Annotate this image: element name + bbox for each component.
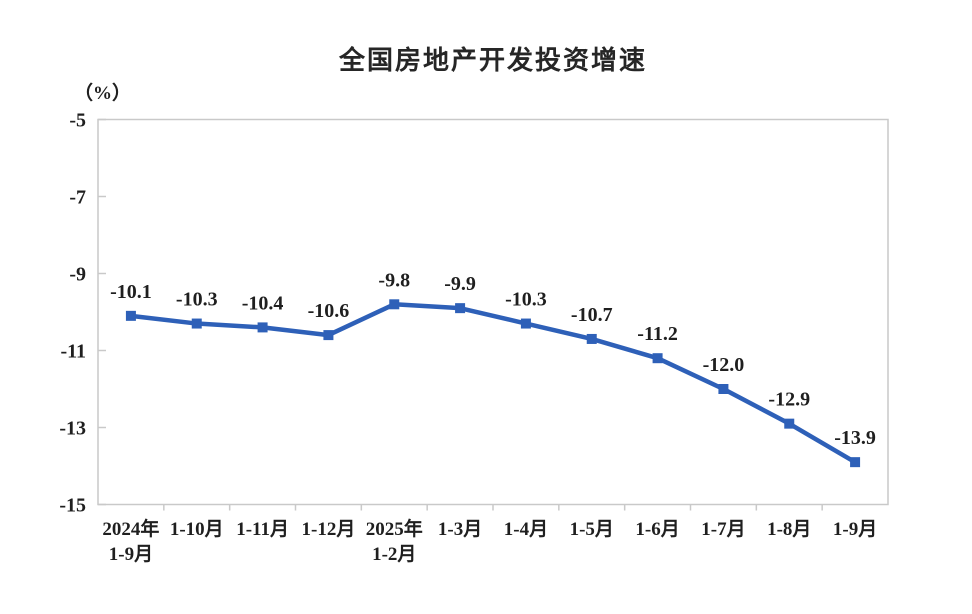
x-axis-label: 1-8月	[767, 519, 811, 540]
y-axis-unit-label: （%）	[74, 83, 132, 104]
x-axis-label: 2025年	[366, 517, 423, 540]
data-point-marker	[125, 310, 136, 321]
data-label: -13.9	[834, 427, 876, 449]
x-axis-label: 1-9月	[109, 544, 153, 565]
y-axis-tick-label: -9	[69, 264, 86, 286]
y-axis-tick-label: -7	[69, 187, 86, 209]
data-point-marker	[323, 330, 334, 341]
data-point-marker	[850, 457, 861, 468]
x-axis-label: 1-11月	[236, 519, 289, 540]
chart-title: 全国房地产开发投资增速	[338, 45, 647, 75]
data-label: -10.3	[176, 289, 218, 311]
data-label: -10.4	[242, 292, 284, 314]
x-axis-label: 1-3月	[438, 519, 482, 540]
x-axis-label: 1-4月	[504, 519, 548, 540]
data-label: -12.0	[703, 354, 745, 376]
x-axis-label: 1-9月	[833, 519, 877, 540]
data-label: -10.3	[505, 289, 547, 311]
data-point-marker	[191, 318, 202, 329]
x-axis-label: 1-12月	[302, 519, 356, 540]
data-point-marker	[718, 384, 729, 394]
data-line	[128, 302, 858, 465]
x-axis-label: 1-7月	[701, 519, 745, 540]
x-axis-label: 1-5月	[570, 519, 614, 540]
data-label: -9.9	[444, 273, 476, 295]
data-point-marker	[455, 303, 466, 314]
x-axis-label: 1-2月	[372, 544, 416, 565]
data-point-marker	[586, 333, 597, 344]
x-axis-label: 1-10月	[170, 519, 224, 540]
x-axis-label: 1-6月	[635, 519, 679, 540]
data-label: -9.8	[378, 269, 410, 291]
data-point-marker	[652, 353, 663, 364]
data-label: -11.2	[637, 323, 678, 345]
data-point-marker	[520, 318, 531, 329]
y-axis-tick-label: -11	[60, 341, 86, 363]
data-label: -10.1	[110, 281, 152, 303]
x-axis-label: 2024年	[102, 517, 159, 540]
data-point-marker	[784, 418, 795, 429]
y-axis-tick-label: -5	[69, 110, 86, 132]
y-axis-tick-label: -13	[59, 418, 86, 440]
data-label: -12.9	[768, 389, 810, 411]
data-point-marker	[389, 299, 400, 310]
data-point-marker	[257, 322, 268, 333]
data-label: -10.7	[571, 304, 613, 326]
y-axis-tick-label: -15	[59, 495, 86, 517]
plot-border	[97, 118, 889, 506]
data-label: -10.6	[308, 300, 350, 322]
